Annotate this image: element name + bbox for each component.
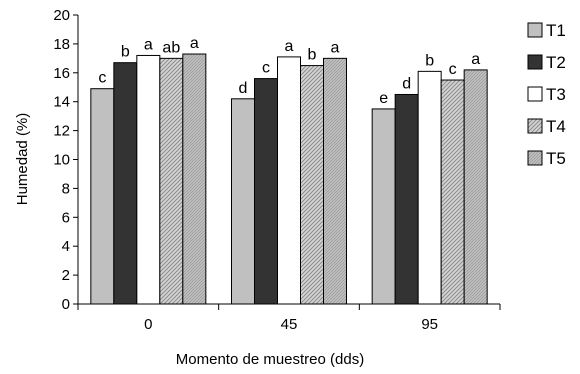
bar-t1-45 — [231, 98, 255, 305]
y-tick-label: 16 — [53, 65, 70, 82]
bar-t2-45 — [254, 78, 278, 305]
significance-letter: ab — [162, 39, 180, 56]
y-tick-label: 8 — [62, 180, 70, 197]
legend-swatch-t2 — [527, 54, 543, 70]
legend-swatch-t5 — [527, 150, 543, 166]
bar-t3-45 — [277, 56, 301, 305]
bar-t5-95 — [463, 69, 488, 305]
y-tick-label: 20 — [53, 7, 70, 24]
significance-letter: c — [98, 70, 106, 87]
y-tick-label: 0 — [62, 296, 70, 313]
legend-label-t5: T5 — [546, 149, 566, 168]
y-tick-label: 10 — [53, 152, 70, 169]
legend-label-t1: T1 — [546, 21, 566, 40]
significance-letter: c — [262, 60, 270, 77]
significance-letter: b — [308, 47, 317, 64]
y-tick-label: 2 — [62, 267, 70, 284]
y-axis-label: Humedad (%) — [14, 113, 31, 206]
legend-swatch-t1 — [527, 22, 543, 38]
legend-label-t2: T2 — [546, 53, 566, 72]
significance-letter: d — [402, 75, 411, 92]
x-tick-label: 0 — [144, 316, 152, 333]
significance-letter: d — [239, 80, 248, 97]
significance-letter: a — [285, 38, 294, 55]
significance-letter: b — [425, 52, 434, 69]
x-tick-label: 45 — [281, 316, 298, 333]
significance-letter: a — [331, 39, 340, 56]
bar-t2-95 — [394, 93, 419, 305]
significance-letter: a — [471, 51, 480, 68]
significance-letter: a — [190, 35, 199, 52]
bar-t5-45 — [323, 57, 347, 305]
bar-t1-95 — [371, 108, 396, 305]
y-tick-label: 12 — [53, 123, 70, 140]
legend-label-t3: T3 — [546, 85, 566, 104]
bar-t2-0 — [113, 62, 138, 305]
significance-letter: c — [449, 61, 457, 78]
y-tick-label: 6 — [62, 209, 70, 226]
legend-swatch-t4 — [527, 118, 543, 134]
legend: T1 T2 T3 T4 T5 — [527, 21, 566, 168]
x-tick-label: 95 — [421, 316, 438, 333]
bar-t5-0 — [182, 53, 207, 305]
significance-letter: b — [121, 44, 130, 61]
bar-t3-0 — [136, 54, 161, 305]
bar-t4-95 — [440, 79, 465, 305]
bar-t1-0 — [90, 88, 115, 305]
y-tick-label: 18 — [53, 36, 70, 53]
bar-t4-45 — [300, 65, 324, 305]
bar-t3-95 — [417, 70, 442, 305]
y-tick-label: 14 — [53, 94, 70, 111]
significance-letter: e — [379, 90, 388, 107]
y-tick-label: 4 — [62, 238, 70, 255]
bar-t4-0 — [159, 57, 184, 305]
legend-swatch-t3 — [527, 86, 543, 102]
significance-letter: a — [144, 36, 153, 53]
x-axis-label: Momento de muestreo (dds) — [176, 351, 364, 368]
legend-label-t4: T4 — [546, 117, 566, 136]
